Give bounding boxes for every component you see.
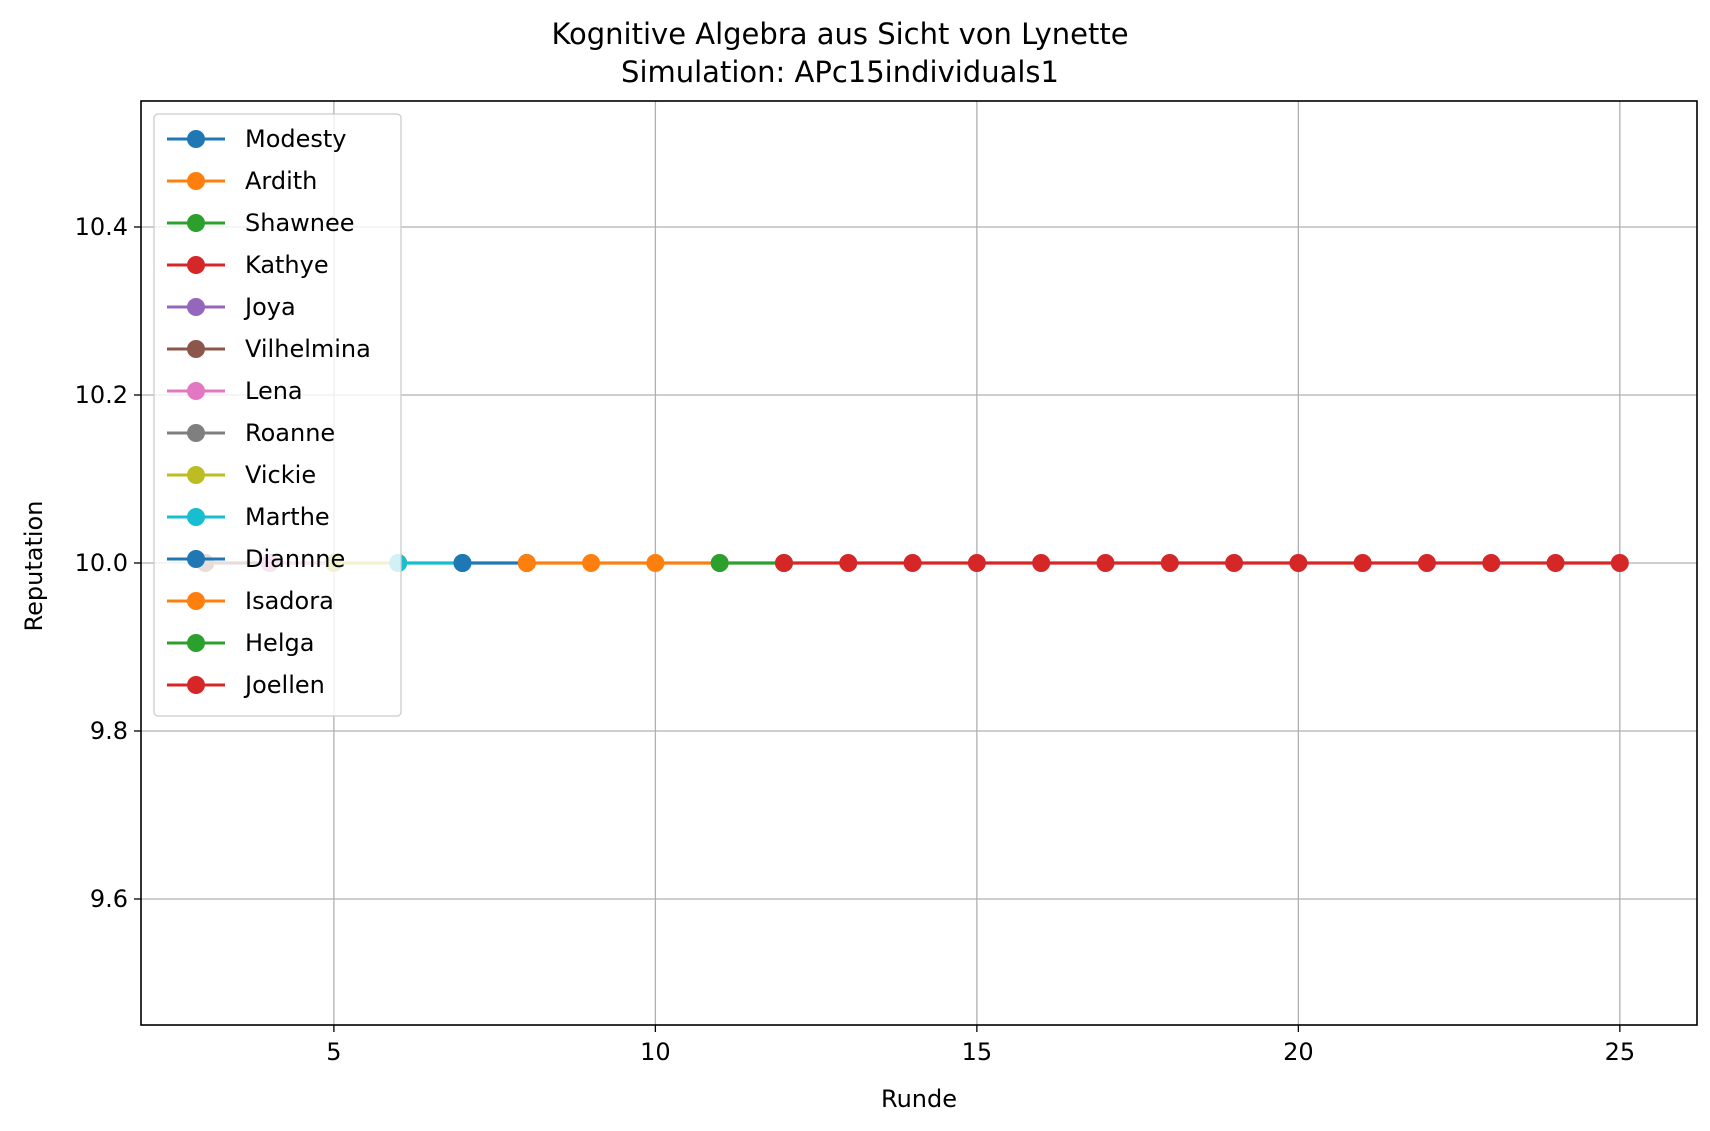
data-point xyxy=(646,554,665,572)
legend-marker xyxy=(187,340,205,358)
data-point xyxy=(903,554,922,572)
legend-label: Modesty xyxy=(245,125,347,153)
legend-marker xyxy=(187,592,205,610)
legend-label: Roanne xyxy=(245,419,335,447)
data-point xyxy=(1032,554,1051,572)
data-point xyxy=(1482,554,1501,572)
data-point xyxy=(1160,554,1179,572)
data-point xyxy=(1225,554,1244,572)
y-axis-label: Reputation xyxy=(20,501,48,632)
x-tick-label: 25 xyxy=(1605,1038,1636,1066)
axis-ticks: 5 10 15 20 25 9.6 9.8 10.0 10.2 10.4 xyxy=(75,213,1636,1066)
legend-label: Lena xyxy=(245,377,303,405)
legend-label: Ardith xyxy=(245,167,317,195)
legend-label: Kathye xyxy=(245,251,329,279)
data-point xyxy=(967,554,986,572)
legend-label: Isadora xyxy=(245,587,334,615)
y-tick-label: 10.2 xyxy=(75,381,128,409)
legend-marker xyxy=(187,172,205,190)
data-point xyxy=(453,554,472,572)
legend-marker xyxy=(187,634,205,652)
data-point xyxy=(774,554,793,572)
legend-marker xyxy=(187,298,205,316)
legend-label: Vilhelmina xyxy=(245,335,371,363)
y-tick-label: 9.6 xyxy=(90,885,128,913)
y-tick-label: 10.0 xyxy=(75,549,128,577)
data-point xyxy=(582,554,601,572)
legend-label: Joellen xyxy=(243,671,325,699)
data-point xyxy=(1546,554,1565,572)
y-tick-label: 9.8 xyxy=(90,717,128,745)
y-tick-label: 10.4 xyxy=(75,213,128,241)
legend-label: Diannne xyxy=(245,545,345,573)
legend-label: Marthe xyxy=(245,503,330,531)
legend-marker xyxy=(187,424,205,442)
legend-marker xyxy=(187,382,205,400)
x-tick-label: 10 xyxy=(640,1038,671,1066)
data-point xyxy=(1353,554,1372,572)
legend-box xyxy=(153,113,402,717)
legend-label: Vickie xyxy=(245,461,316,489)
legend-marker xyxy=(187,676,205,694)
data-point xyxy=(710,554,729,572)
data-point xyxy=(517,554,536,572)
chart-title: Kognitive Algebra aus Sicht von Lynette xyxy=(551,17,1128,51)
x-tick-label: 5 xyxy=(326,1038,341,1066)
x-tick-label: 20 xyxy=(1283,1038,1314,1066)
legend-label: Helga xyxy=(245,629,314,657)
x-tick-label: 15 xyxy=(962,1038,993,1066)
chart-subtitle: Simulation: APc15individuals1 xyxy=(621,55,1059,89)
legend-marker xyxy=(187,550,205,568)
data-point xyxy=(1289,554,1308,572)
legend-label: Joya xyxy=(243,293,296,321)
legend-marker xyxy=(187,130,205,148)
legend-marker xyxy=(187,508,205,526)
data-point xyxy=(839,554,858,572)
data-point xyxy=(1417,554,1436,572)
legend-marker xyxy=(187,256,205,274)
legend-marker xyxy=(187,214,205,232)
data-point xyxy=(1610,554,1629,572)
data-point xyxy=(1096,554,1115,572)
legend: Modesty Ardith Shawnee Kathye Joya Vilhelmina… xyxy=(153,113,402,717)
x-axis-label: Runde xyxy=(881,1085,957,1113)
legend-marker xyxy=(187,466,205,484)
legend-label: Shawnee xyxy=(245,209,355,237)
